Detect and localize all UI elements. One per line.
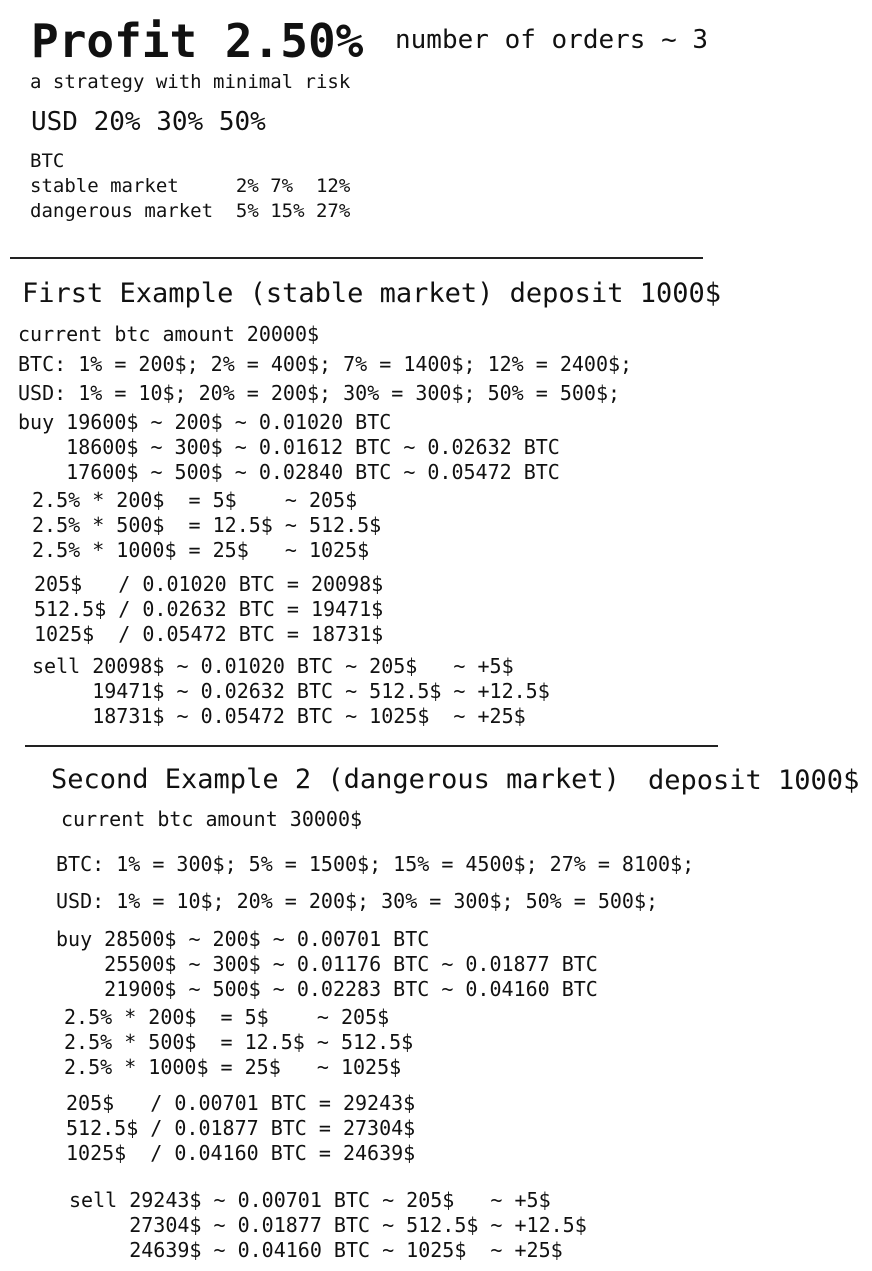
divider-2	[25, 745, 718, 747]
example2-deposit: deposit 1000$	[648, 765, 860, 796]
example2-sell-line: sell 29243$ ~ 0.00701 BTC ~ 205$ ~ +5$	[69, 1188, 551, 1212]
example1-sell-line: 19471$ ~ 0.02632 BTC ~ 512.5$ ~ +12.5$	[32, 679, 550, 703]
example2-buy-line: 25500$ ~ 300$ ~ 0.01176 BTC ~ 0.01877 BT…	[56, 952, 598, 976]
example1-profit-line: 2.5% * 200$ = 5$ ~ 205$	[32, 488, 358, 512]
divider-1	[10, 257, 703, 259]
example1-price-line: 1025$ / 0.05472 BTC = 18731$	[34, 622, 384, 646]
example2-price-line: 512.5$ / 0.01877 BTC = 27304$	[66, 1116, 416, 1140]
example1-sell-line: sell 20098$ ~ 0.01020 BTC ~ 205$ ~ +5$	[32, 654, 514, 678]
example2-buy-line: buy 28500$ ~ 200$ ~ 0.00701 BTC	[56, 927, 430, 951]
example1-current: current btc amount 20000$	[18, 322, 320, 346]
example1-price-line: 205$ / 0.01020 BTC = 20098$	[34, 572, 384, 596]
example1-title: First Example (stable market) deposit 10…	[22, 278, 721, 309]
example1-price-line: 512.5$ / 0.02632 BTC = 19471$	[34, 597, 384, 621]
example2-title: Second Example 2 (dangerous market)	[51, 764, 620, 795]
example2-profit-line: 2.5% * 500$ = 12.5$ ~ 512.5$	[64, 1030, 414, 1054]
example2-sell-line: 24639$ ~ 0.04160 BTC ~ 1025$ ~ +25$	[69, 1238, 563, 1262]
example2-buy-line: 21900$ ~ 500$ ~ 0.02283 BTC ~ 0.04160 BT…	[56, 977, 598, 1001]
example1-usd-line: USD: 1% = 10$; 20% = 200$; 30% = 300$; 5…	[18, 381, 621, 405]
example2-price-line: 1025$ / 0.04160 BTC = 24639$	[66, 1141, 416, 1165]
example1-btc-line: BTC: 1% = 200$; 2% = 400$; 7% = 1400$; 1…	[18, 352, 633, 376]
profit-title: Profit 2.50%	[31, 14, 364, 68]
strategy-subtitle: a strategy with minimal risk	[30, 71, 351, 93]
example2-profit-line: 2.5% * 200$ = 5$ ~ 205$	[64, 1005, 390, 1029]
example2-usd-line: USD: 1% = 10$; 20% = 200$; 30% = 300$; 5…	[56, 889, 659, 913]
example1-profit-line: 2.5% * 1000$ = 25$ ~ 1025$	[32, 538, 370, 562]
usd-split: USD 20% 30% 50%	[31, 107, 266, 137]
example1-buy-line: 18600$ ~ 300$ ~ 0.01612 BTC ~ 0.02632 BT…	[18, 435, 560, 459]
example1-profit-line: 2.5% * 500$ = 12.5$ ~ 512.5$	[32, 513, 382, 537]
example2-sell-line: 27304$ ~ 0.01877 BTC ~ 512.5$ ~ +12.5$	[69, 1213, 587, 1237]
example2-profit-line: 2.5% * 1000$ = 25$ ~ 1025$	[64, 1055, 402, 1079]
example1-sell-line: 18731$ ~ 0.05472 BTC ~ 1025$ ~ +25$	[32, 704, 526, 728]
example2-btc-line: BTC: 1% = 300$; 5% = 1500$; 15% = 4500$;…	[56, 852, 695, 876]
example2-price-line: 205$ / 0.00701 BTC = 29243$	[66, 1091, 416, 1115]
example1-buy-line: 17600$ ~ 500$ ~ 0.02840 BTC ~ 0.05472 BT…	[18, 460, 560, 484]
example1-buy-line: buy 19600$ ~ 200$ ~ 0.01020 BTC	[18, 410, 392, 434]
btc-label: BTC	[30, 150, 65, 172]
dangerous-market-row: dangerous market 5% 15% 27%	[30, 200, 351, 222]
example2-current: current btc amount 30000$	[61, 807, 363, 831]
stable-market-row: stable market 2% 7% 12%	[30, 175, 351, 197]
orders-count: number of orders ~ 3	[395, 25, 709, 55]
